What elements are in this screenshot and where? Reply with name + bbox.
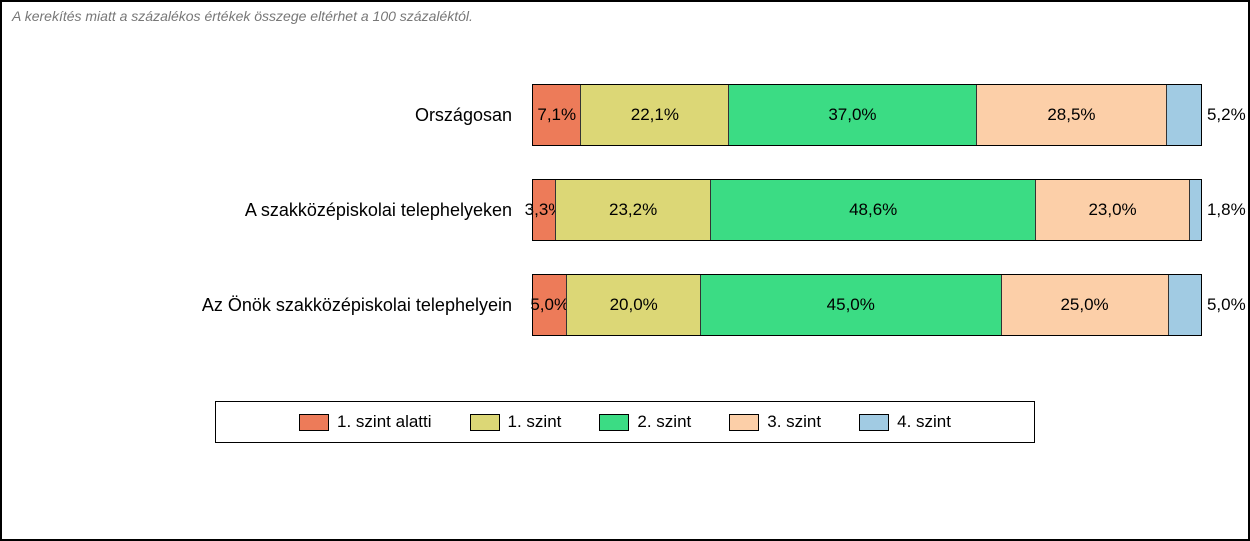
- legend-label: 2. szint: [637, 412, 691, 432]
- bar-segment: 3,3%: [533, 180, 555, 240]
- segment-value: 37,0%: [828, 105, 876, 125]
- bar-segment: 28,5%: [976, 85, 1167, 145]
- legend-swatch: [470, 414, 500, 431]
- row-label: A szakközépiskolai telephelyeken: [12, 200, 532, 221]
- bar-row: Országosan7,1% 22,1% 37,0% 28,5% 5,2%: [12, 84, 1238, 146]
- legend-item: 2. szint: [599, 412, 691, 432]
- bar-segment: 25,0%: [1001, 275, 1168, 335]
- legend-label: 1. szint alatti: [337, 412, 432, 432]
- stacked-bar: 3,3% 23,2% 48,6% 23,0% 1,8%: [532, 179, 1202, 241]
- segment-value: 48,6%: [849, 200, 897, 220]
- legend: 1. szint alatti 1. szint 2. szint 3. szint 4…: [215, 401, 1035, 443]
- segment-value: 23,0%: [1088, 200, 1136, 220]
- bar-row: Az Önök szakközépiskolai telephelyein5,0…: [12, 274, 1238, 336]
- segment-value: 28,5%: [1047, 105, 1095, 125]
- bar-segment: 1,8%: [1189, 180, 1201, 240]
- segment-value: 7,1%: [537, 105, 576, 125]
- chart-footnote: A kerekítés miatt a százalékos értékek ö…: [12, 8, 1238, 24]
- bar-segment: 22,1%: [580, 85, 728, 145]
- legend-item: 3. szint: [729, 412, 821, 432]
- bar-segment: 5,0%: [1168, 275, 1201, 335]
- legend-swatch: [599, 414, 629, 431]
- segment-value: 5,0%: [1207, 295, 1246, 315]
- segment-value: 5,2%: [1207, 105, 1246, 125]
- segment-value: 1,8%: [1207, 200, 1246, 220]
- bar-segment: 20,0%: [566, 275, 700, 335]
- bar-segment: 45,0%: [700, 275, 1001, 335]
- bar-segment: 37,0%: [728, 85, 975, 145]
- bar-segment: 5,2%: [1166, 85, 1201, 145]
- chart-container: A kerekítés miatt a százalékos értékek ö…: [0, 0, 1250, 541]
- row-label: Az Önök szakközépiskolai telephelyein: [12, 295, 532, 316]
- legend-label: 4. szint: [897, 412, 951, 432]
- segment-value: 20,0%: [610, 295, 658, 315]
- stacked-bar: 5,0% 20,0% 45,0% 25,0% 5,0%: [532, 274, 1202, 336]
- segment-value: 45,0%: [827, 295, 875, 315]
- legend-item: 4. szint: [859, 412, 951, 432]
- bar-row: A szakközépiskolai telephelyeken3,3% 23,2…: [12, 179, 1238, 241]
- segment-value: 23,2%: [609, 200, 657, 220]
- legend-label: 3. szint: [767, 412, 821, 432]
- segment-value: 22,1%: [631, 105, 679, 125]
- bar-segment: 5,0%: [533, 275, 566, 335]
- legend-swatch: [729, 414, 759, 431]
- bar-rows: Országosan7,1% 22,1% 37,0% 28,5% 5,2% A szakk…: [12, 84, 1238, 336]
- legend-label: 1. szint: [508, 412, 562, 432]
- bar-segment: 48,6%: [710, 180, 1035, 240]
- legend-swatch: [299, 414, 329, 431]
- legend-item: 1. szint alatti: [299, 412, 432, 432]
- segment-value: 25,0%: [1060, 295, 1108, 315]
- bar-segment: 23,0%: [1035, 180, 1189, 240]
- legend-swatch: [859, 414, 889, 431]
- legend-item: 1. szint: [470, 412, 562, 432]
- bar-segment: 23,2%: [555, 180, 710, 240]
- stacked-bar: 7,1% 22,1% 37,0% 28,5% 5,2%: [532, 84, 1202, 146]
- segment-value: 5,0%: [530, 295, 569, 315]
- bar-segment: 7,1%: [533, 85, 580, 145]
- row-label: Országosan: [12, 105, 532, 126]
